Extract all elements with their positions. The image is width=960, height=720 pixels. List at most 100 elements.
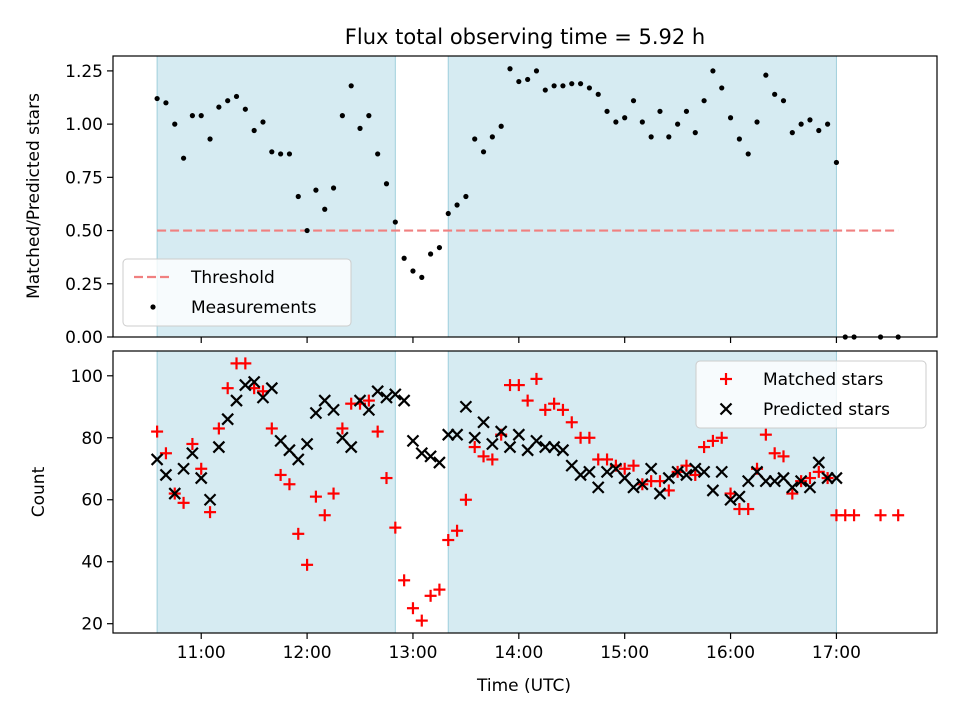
top-legend-box — [122, 258, 352, 327]
measurement-point — [322, 206, 328, 212]
predicted-star-point — [715, 465, 729, 479]
measurement-point — [798, 121, 804, 127]
measurement-point — [410, 268, 416, 274]
predicted-star-point — [468, 431, 481, 445]
y-tick-label: 0.50 — [65, 222, 103, 242]
legend-threshold-label: Threshold — [190, 268, 275, 288]
matched-star-point — [706, 434, 719, 447]
predicted-star-point — [786, 481, 799, 494]
matched-star-point — [768, 447, 781, 460]
series-matched-stars — [151, 357, 905, 627]
measurement-point — [498, 123, 504, 129]
measurement-point — [816, 127, 822, 134]
y-tick-label: 60 — [81, 491, 103, 511]
predicted-star-point — [644, 462, 658, 476]
matched-star-point — [177, 496, 190, 509]
predicted-star-point — [265, 381, 279, 395]
predicted-star-point — [653, 487, 667, 500]
matched-star-point — [327, 487, 340, 500]
top-panel-shaded-intervals — [156, 55, 837, 338]
bottom-legend-box — [695, 360, 927, 429]
matched-star-point — [433, 583, 446, 596]
measurement-point — [586, 85, 593, 91]
top-panel-y-ticks: 0.00 0.25 0.50 0.75 1.00 1.25 — [65, 62, 113, 348]
matched-star-point — [468, 441, 481, 454]
predicted-star-point — [662, 471, 676, 485]
measurement-point — [401, 255, 407, 261]
matched-star-point — [653, 475, 666, 488]
predicted-star-point — [300, 437, 314, 451]
matched-star-point — [248, 382, 261, 395]
matched-star-point — [301, 558, 314, 571]
legend-predicted-label: Predicted stars — [763, 400, 890, 420]
matched-star-point — [803, 472, 816, 485]
matched-star-point — [627, 459, 640, 472]
matched-star-point — [212, 422, 225, 435]
predicted-star-point — [212, 440, 226, 454]
matched-star-point — [556, 403, 569, 416]
matched-star-point — [362, 394, 375, 407]
measurement-point — [207, 136, 213, 142]
top-panel-legend: Threshold Measurements — [122, 258, 352, 327]
measurement-point — [622, 115, 628, 121]
matched-star-point — [812, 465, 825, 478]
measurement-point — [198, 113, 204, 119]
matched-star-point — [680, 459, 693, 472]
matched-star-point — [521, 394, 534, 407]
top-panel-x-ticks — [200, 337, 838, 343]
predicted-star-point — [186, 446, 199, 460]
predicted-star-point — [812, 456, 826, 469]
y-tick-label: 0.75 — [65, 168, 103, 188]
measurement-point — [692, 130, 698, 136]
matched-star-point — [662, 484, 675, 497]
predicted-star-point — [150, 453, 164, 466]
legend-predicted-swatch — [719, 402, 733, 416]
predicted-star-point — [697, 465, 711, 479]
predicted-star-point — [221, 412, 234, 426]
matched-star-point — [759, 428, 772, 441]
predicted-star-point — [547, 440, 561, 454]
legend-matched-label: Matched stars — [763, 370, 883, 390]
measurement-point — [330, 185, 337, 191]
predicted-star-point — [177, 462, 190, 476]
y-tick-label: 20 — [81, 615, 103, 635]
top-panel: 0.00 0.25 0.50 0.75 1.00 1.25 Matched/Predict… — [24, 55, 938, 348]
matched-star-point — [398, 574, 411, 587]
bottom-panel-x-ticks: 11:00 12:00 13:00 14:00 15:00 16:00 17:00 — [177, 633, 861, 663]
measurement-point — [180, 155, 187, 161]
matched-star-point — [486, 453, 499, 466]
measurement-point — [269, 149, 275, 155]
predicted-star-point — [327, 403, 340, 417]
y-tick-label: 0.00 — [65, 328, 103, 348]
chart-title: Flux total observing time = 5.92 h — [345, 25, 705, 49]
matched-star-point — [459, 493, 472, 506]
measurement-point — [683, 108, 690, 114]
bottom-panel-legend: Matched stars Predicted stars — [695, 360, 927, 429]
measurement-point — [507, 66, 513, 72]
measurement-point — [648, 134, 654, 140]
measurement-point — [516, 78, 522, 85]
predicted-star-point — [591, 481, 605, 494]
measurement-point — [560, 83, 566, 89]
legend-measurements-swatch — [150, 304, 156, 310]
shaded-interval-0 — [156, 350, 396, 634]
matched-star-point — [539, 403, 552, 416]
matched-star-point — [777, 450, 790, 463]
matched-star-point — [874, 509, 887, 522]
measurement-point — [657, 108, 663, 114]
x-tick-label: 14:00 — [494, 643, 543, 663]
measurement-point — [454, 202, 460, 208]
measurement-point — [260, 119, 266, 125]
x-tick-label: 15:00 — [600, 643, 649, 663]
x-axis-label: Time (UTC) — [476, 676, 571, 696]
predicted-star-point — [680, 468, 693, 482]
measurement-point — [216, 104, 222, 110]
predicted-star-point — [600, 465, 614, 479]
measurement-point — [286, 151, 293, 157]
predicted-star-point — [424, 450, 437, 463]
predicted-star-point — [362, 403, 376, 417]
predicted-star-point — [556, 443, 570, 457]
measurement-point — [745, 151, 751, 157]
predicted-star-point — [239, 378, 252, 392]
